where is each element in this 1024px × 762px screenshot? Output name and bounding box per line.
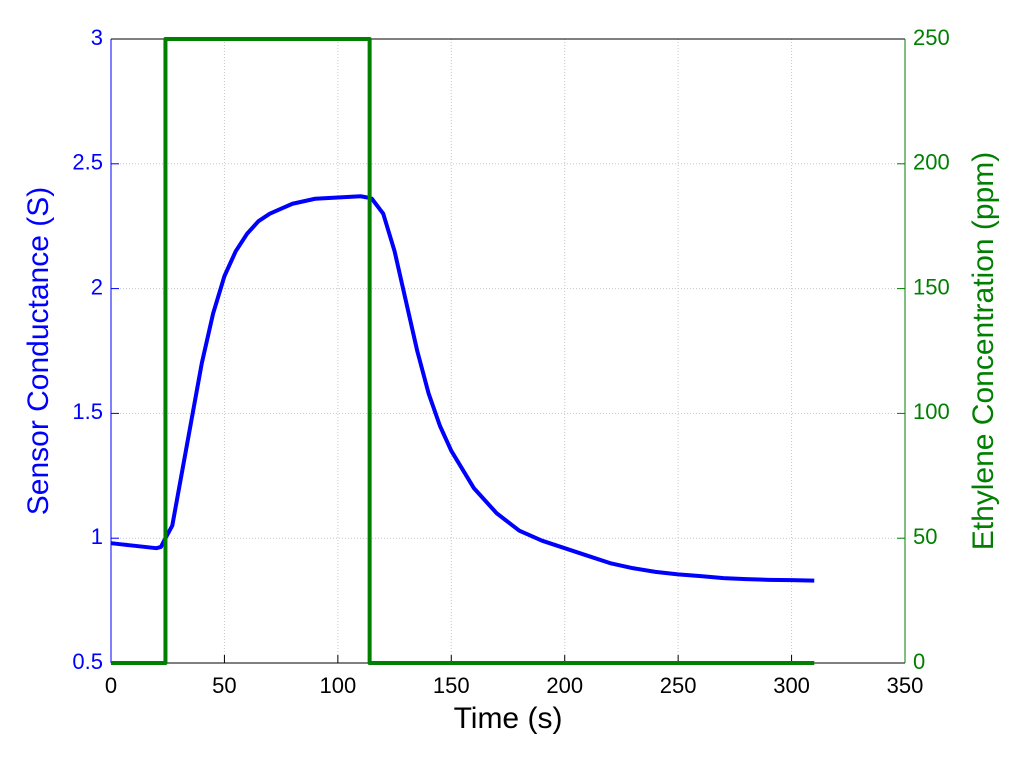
- y2-tick-label: 100: [913, 399, 950, 424]
- y-tick-label: 2: [91, 274, 103, 299]
- y-tick-label: 1: [91, 524, 103, 549]
- x-axis-label: Time (s): [454, 702, 563, 735]
- data-line: [110, 194, 815, 583]
- x-tick-label: 50: [212, 673, 236, 698]
- y-tick-label: 1.5: [72, 399, 103, 424]
- y2-tick-label: 0: [913, 649, 925, 674]
- x-tick-label: 200: [546, 673, 583, 698]
- x-tick-label: 300: [773, 673, 810, 698]
- y-tick-label: 0.5: [72, 649, 103, 674]
- data-line: [111, 37, 815, 665]
- x-tick-label: 150: [433, 673, 470, 698]
- y2-tick-label: 200: [913, 150, 950, 175]
- y-axis-label: Sensor Conductance (S): [22, 187, 55, 516]
- y2-tick-label: 150: [913, 274, 950, 299]
- y-tick-label: 2.5: [72, 150, 103, 175]
- x-tick-label: 100: [319, 673, 356, 698]
- x-tick-label: 350: [887, 673, 924, 698]
- y2-tick-label: 50: [913, 524, 937, 549]
- x-tick-label: 0: [105, 673, 117, 698]
- y-tick-label: 3: [91, 25, 103, 50]
- y2-axis-label: Ethylene Concentration (ppm): [967, 152, 1000, 551]
- y2-tick-label: 250: [913, 25, 950, 50]
- x-tick-label: 250: [660, 673, 697, 698]
